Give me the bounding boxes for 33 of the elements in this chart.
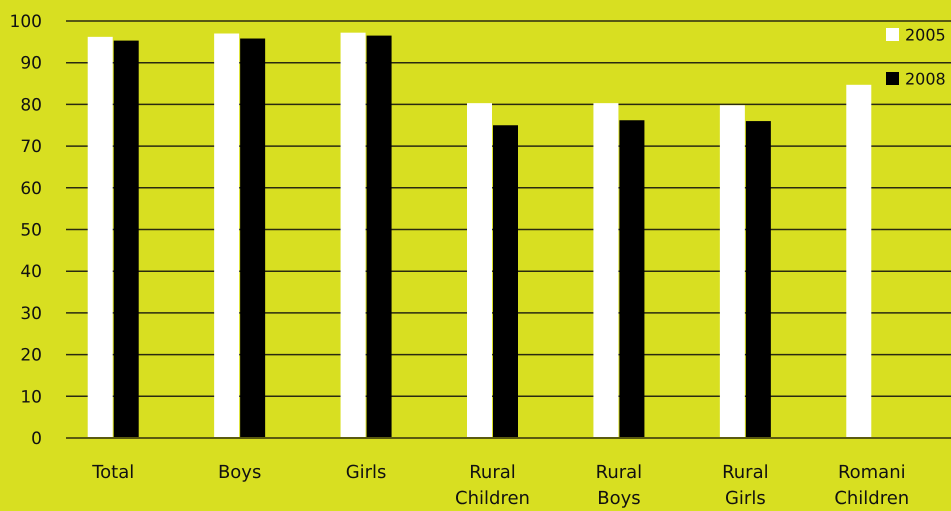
bar: [720, 105, 745, 438]
y-tick-label: 60: [20, 178, 42, 199]
y-tick-label: 70: [20, 137, 42, 158]
legend-label: 2008: [905, 70, 946, 89]
bar: [240, 38, 266, 438]
bar: [846, 84, 872, 438]
bar: [593, 103, 618, 438]
x-tick-label: Total: [91, 462, 134, 483]
bar: [114, 40, 139, 438]
x-tick-label: Rural Children: [455, 462, 530, 509]
y-tick-label: 80: [20, 95, 42, 116]
x-tick-label: Rural Boys: [596, 462, 642, 509]
y-tick-label: 90: [20, 54, 42, 74]
legend-label: 2005: [905, 26, 946, 45]
bar: [88, 36, 113, 438]
y-tick-label: 50: [20, 220, 42, 240]
bar: [746, 121, 771, 438]
bar: [493, 125, 518, 438]
y-tick-label: 100: [10, 12, 42, 32]
y-tick-label: 10: [20, 387, 42, 408]
x-tick-label: Girls: [346, 462, 386, 483]
bar: [366, 36, 392, 438]
bar: [619, 120, 644, 438]
x-tick-label: Rural Girls: [722, 462, 769, 509]
x-tick-label: Boys: [218, 462, 262, 483]
x-tick-label: Romani Children: [834, 462, 910, 509]
y-tick-label: 20: [20, 346, 42, 366]
bar: [214, 34, 240, 438]
bar: [467, 103, 492, 438]
bar: [340, 32, 366, 438]
y-tick-label: 30: [20, 304, 42, 324]
y-tick-label: 40: [20, 262, 42, 282]
y-tick-label: 0: [31, 428, 42, 449]
